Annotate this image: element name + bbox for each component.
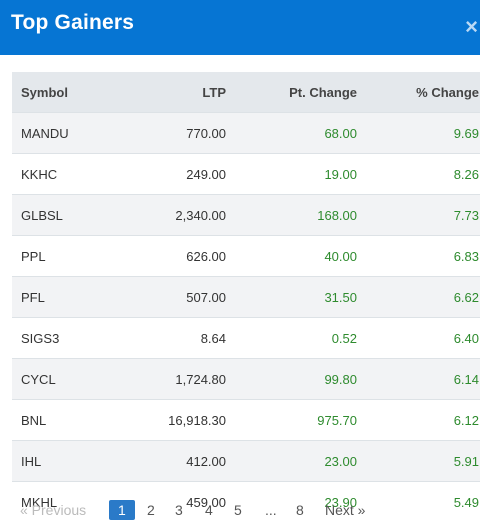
cell-pct-change: 8.26 bbox=[358, 154, 480, 195]
cell-pt-change: 0.52 bbox=[226, 318, 358, 359]
modal-header: Top Gainers × bbox=[0, 0, 480, 55]
previous-page-link[interactable]: « Previous bbox=[20, 502, 86, 518]
cell-pt-change: 99.80 bbox=[226, 359, 358, 400]
page-4-link[interactable]: 4 bbox=[205, 502, 213, 518]
cell-pct-change: 5.91 bbox=[358, 441, 480, 482]
table-row[interactable]: PPL 626.00 40.00 6.83 bbox=[12, 236, 480, 277]
cell-ltp: 8.64 bbox=[117, 318, 226, 359]
table-row[interactable]: KKHC 249.00 19.00 8.26 bbox=[12, 154, 480, 195]
cell-ltp: 770.00 bbox=[117, 113, 226, 154]
cell-symbol[interactable]: GLBSL bbox=[12, 195, 117, 236]
cell-pt-change: 23.00 bbox=[226, 441, 358, 482]
cell-symbol[interactable]: SIGS3 bbox=[12, 318, 117, 359]
cell-pt-change: 19.00 bbox=[226, 154, 358, 195]
page-1-link[interactable]: 1 bbox=[109, 500, 135, 520]
cell-symbol[interactable]: BNL bbox=[12, 400, 117, 441]
table-row[interactable]: CYCL 1,724.80 99.80 6.14 bbox=[12, 359, 480, 400]
cell-symbol[interactable]: PPL bbox=[12, 236, 117, 277]
cell-symbol[interactable]: PFL bbox=[12, 277, 117, 318]
column-header-pt-change[interactable]: Pt. Change bbox=[226, 72, 358, 113]
next-page-link[interactable]: Next » bbox=[325, 502, 365, 518]
cell-ltp: 1,724.80 bbox=[117, 359, 226, 400]
column-header-symbol[interactable]: Symbol bbox=[12, 72, 117, 113]
cell-ltp: 16,918.30 bbox=[117, 400, 226, 441]
cell-pct-change: 6.14 bbox=[358, 359, 480, 400]
cell-ltp: 249.00 bbox=[117, 154, 226, 195]
table-row[interactable]: SIGS3 8.64 0.52 6.40 bbox=[12, 318, 480, 359]
cell-pct-change: 6.62 bbox=[358, 277, 480, 318]
cell-pct-change: 6.12 bbox=[358, 400, 480, 441]
cell-ltp: 507.00 bbox=[117, 277, 226, 318]
close-icon[interactable]: × bbox=[465, 14, 478, 40]
cell-ltp: 412.00 bbox=[117, 441, 226, 482]
table-row[interactable]: PFL 507.00 31.50 6.62 bbox=[12, 277, 480, 318]
cell-symbol[interactable]: KKHC bbox=[12, 154, 117, 195]
cell-pt-change: 31.50 bbox=[226, 277, 358, 318]
page-8-link[interactable]: 8 bbox=[296, 502, 304, 518]
cell-pct-change: 9.69 bbox=[358, 113, 480, 154]
cell-pct-change: 6.40 bbox=[358, 318, 480, 359]
page-5-link[interactable]: 5 bbox=[234, 502, 242, 518]
table-row[interactable]: GLBSL 2,340.00 168.00 7.73 bbox=[12, 195, 480, 236]
modal-title: Top Gainers bbox=[11, 11, 134, 35]
cell-pct-change: 7.73 bbox=[358, 195, 480, 236]
gainers-table: Symbol LTP Pt. Change % Change MANDU 770… bbox=[12, 72, 478, 522]
table-row[interactable]: IHL 412.00 23.00 5.91 bbox=[12, 441, 480, 482]
cell-pct-change: 5.49 bbox=[358, 482, 480, 522]
cell-symbol[interactable]: IHL bbox=[12, 441, 117, 482]
cell-ltp: 2,340.00 bbox=[117, 195, 226, 236]
page-3-link[interactable]: 3 bbox=[175, 502, 183, 518]
cell-pt-change: 168.00 bbox=[226, 195, 358, 236]
cell-symbol[interactable]: MANDU bbox=[12, 113, 117, 154]
cell-ltp: 626.00 bbox=[117, 236, 226, 277]
table-header-row: Symbol LTP Pt. Change % Change bbox=[12, 72, 480, 113]
table-row[interactable]: MANDU 770.00 68.00 9.69 bbox=[12, 113, 480, 154]
cell-symbol[interactable]: CYCL bbox=[12, 359, 117, 400]
page-ellipsis: ... bbox=[265, 502, 277, 518]
table-row[interactable]: BNL 16,918.30 975.70 6.12 bbox=[12, 400, 480, 441]
page-2-link[interactable]: 2 bbox=[147, 502, 155, 518]
cell-pt-change: 68.00 bbox=[226, 113, 358, 154]
column-header-ltp[interactable]: LTP bbox=[117, 72, 226, 113]
cell-pt-change: 975.70 bbox=[226, 400, 358, 441]
cell-pct-change: 6.83 bbox=[358, 236, 480, 277]
cell-pt-change: 40.00 bbox=[226, 236, 358, 277]
column-header-pct-change[interactable]: % Change bbox=[358, 72, 480, 113]
